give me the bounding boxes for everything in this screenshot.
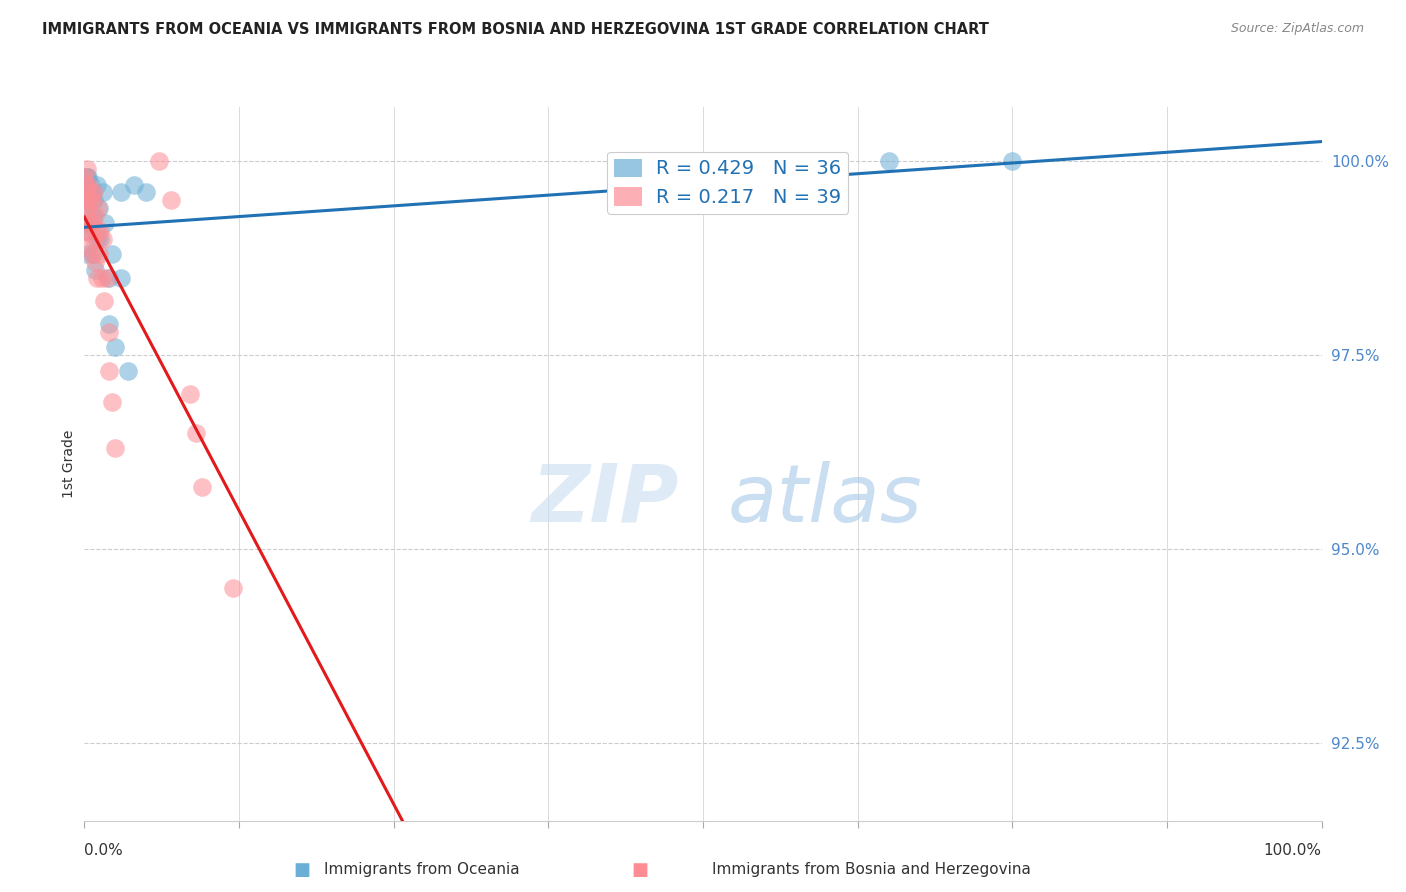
Point	[94, 216, 117, 230]
Legend: R = 0.429   N = 36, R = 0.217   N = 39: R = 0.429 N = 36, R = 0.217 N = 39	[607, 152, 848, 214]
Point	[98, 364, 121, 378]
Point	[98, 270, 121, 285]
Text: Immigrants from Oceania: Immigrants from Oceania	[323, 863, 520, 877]
Point	[73, 224, 96, 238]
Point	[104, 442, 127, 456]
Point	[86, 232, 108, 246]
Point	[222, 581, 245, 595]
Text: ZIP: ZIP	[531, 460, 678, 539]
Point	[73, 216, 96, 230]
Point	[89, 247, 111, 261]
Text: ■: ■	[294, 861, 311, 879]
Point	[86, 178, 108, 192]
Point	[77, 224, 100, 238]
Point	[93, 293, 115, 308]
Point	[179, 387, 201, 401]
Point	[117, 364, 139, 378]
Point	[90, 270, 112, 285]
Point	[83, 232, 105, 246]
Point	[76, 216, 98, 230]
Point	[87, 201, 110, 215]
Point	[75, 224, 97, 238]
Y-axis label: 1st Grade: 1st Grade	[62, 430, 76, 498]
Point	[100, 247, 122, 261]
Point	[1001, 154, 1024, 169]
Point	[184, 425, 207, 440]
Point	[122, 178, 145, 192]
Point	[79, 178, 101, 192]
Point	[89, 201, 111, 215]
Point	[73, 169, 96, 184]
Point	[877, 154, 900, 169]
Point	[86, 224, 108, 238]
Point	[84, 255, 107, 269]
Point	[83, 186, 105, 200]
Text: Immigrants from Bosnia and Herzegovina: Immigrants from Bosnia and Herzegovina	[713, 863, 1031, 877]
Point	[84, 263, 107, 277]
Point	[80, 186, 103, 200]
Point	[191, 480, 214, 494]
Point	[91, 186, 114, 200]
Point	[75, 169, 97, 184]
Point	[79, 193, 101, 207]
Point	[76, 201, 98, 215]
Point	[73, 178, 96, 192]
Point	[100, 394, 122, 409]
Point	[75, 186, 97, 200]
Point	[91, 232, 114, 246]
Point	[79, 186, 101, 200]
Point	[75, 209, 97, 223]
Point	[89, 224, 111, 238]
Point	[79, 216, 101, 230]
Point	[98, 325, 121, 339]
Point	[77, 178, 100, 192]
Point	[160, 193, 183, 207]
Point	[135, 186, 157, 200]
Point	[82, 247, 104, 261]
Point	[76, 169, 98, 184]
Point	[80, 193, 103, 207]
Point	[80, 247, 103, 261]
Point	[76, 247, 98, 261]
Point	[77, 169, 100, 184]
Point	[77, 209, 100, 223]
Point	[84, 209, 107, 223]
Point	[98, 317, 121, 331]
Point	[148, 154, 170, 169]
Point	[110, 270, 132, 285]
Point	[73, 193, 96, 207]
Text: 100.0%: 100.0%	[1264, 843, 1322, 858]
Text: ■: ■	[631, 861, 648, 879]
Point	[110, 186, 132, 200]
Text: IMMIGRANTS FROM OCEANIA VS IMMIGRANTS FROM BOSNIA AND HERZEGOVINA 1ST GRADE CORR: IMMIGRANTS FROM OCEANIA VS IMMIGRANTS FR…	[42, 22, 988, 37]
Text: 0.0%: 0.0%	[84, 843, 124, 858]
Text: atlas: atlas	[728, 460, 922, 539]
Point	[96, 270, 118, 285]
Text: Source: ZipAtlas.com: Source: ZipAtlas.com	[1230, 22, 1364, 36]
Point	[75, 178, 97, 192]
Point	[82, 209, 104, 223]
Point	[82, 216, 104, 230]
Point	[79, 216, 101, 230]
Point	[76, 162, 98, 177]
Point	[86, 270, 108, 285]
Point	[83, 193, 105, 207]
Point	[73, 193, 96, 207]
Point	[104, 341, 127, 355]
Point	[89, 232, 111, 246]
Point	[79, 240, 101, 254]
Point	[79, 193, 101, 207]
